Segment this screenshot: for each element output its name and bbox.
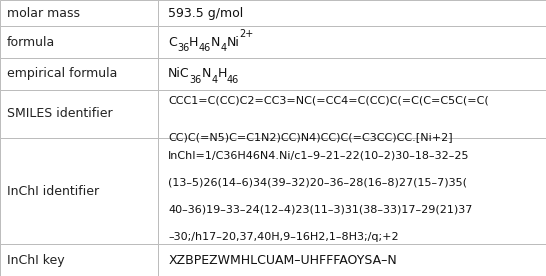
Text: CC)C(=N5)C=C1N2)CC)N4)CC)C(=C3CC)CC.[Ni+2]: CC)C(=N5)C=C1N2)CC)N4)CC)C(=C3CC)CC.[Ni+…: [168, 132, 453, 142]
Text: H: H: [217, 67, 227, 80]
Text: XZBPEZWMHLCUAM–UHFFFAOYSA–N: XZBPEZWMHLCUAM–UHFFFAOYSA–N: [168, 254, 397, 267]
Text: N: N: [202, 67, 211, 80]
Bar: [158, 138, 546, 244]
Text: InChI key: InChI key: [7, 254, 65, 267]
Text: 40–36)19–33–24(12–4)23(11–3)31(38–33)17–29(21)37: 40–36)19–33–24(12–4)23(11–3)31(38–33)17–…: [168, 205, 472, 214]
Text: empirical formula: empirical formula: [7, 67, 117, 80]
Text: 46: 46: [227, 75, 239, 85]
Text: 46: 46: [199, 43, 211, 54]
Bar: [0, 0, 158, 26]
Text: (13–5)26(14–6)34(39–32)20–36–28(16–8)27(15–7)35(: (13–5)26(14–6)34(39–32)20–36–28(16–8)27(…: [168, 178, 467, 188]
Text: 36: 36: [177, 43, 189, 54]
Text: Ni: Ni: [226, 36, 239, 49]
Text: InChI identifier: InChI identifier: [7, 185, 99, 198]
Text: 4: 4: [211, 75, 217, 85]
Bar: [158, 90, 546, 138]
Bar: [0, 90, 158, 138]
Text: –30;/h17–20,37,40H,9–16H2,1–8H3;/q;+2: –30;/h17–20,37,40H,9–16H2,1–8H3;/q;+2: [168, 232, 399, 242]
Text: formula: formula: [7, 36, 55, 49]
Bar: [158, 244, 546, 276]
Text: 36: 36: [190, 75, 202, 85]
Text: N: N: [211, 36, 220, 49]
Text: 2+: 2+: [239, 29, 253, 39]
Bar: [158, 0, 546, 26]
Text: 593.5 g/mol: 593.5 g/mol: [168, 7, 244, 20]
Text: 4: 4: [220, 43, 226, 54]
Bar: [158, 26, 546, 58]
Bar: [0, 58, 158, 90]
Text: SMILES identifier: SMILES identifier: [7, 107, 112, 120]
Bar: [158, 58, 546, 90]
Bar: [0, 138, 158, 244]
Text: H: H: [189, 36, 199, 49]
Text: InChI=1/C36H46N4.Ni/c1–9–21–22(10–2)30–18–32–25: InChI=1/C36H46N4.Ni/c1–9–21–22(10–2)30–1…: [168, 151, 470, 161]
Text: C: C: [168, 36, 177, 49]
Bar: [0, 26, 158, 58]
Text: molar mass: molar mass: [7, 7, 80, 20]
Bar: [0, 244, 158, 276]
Text: NiC: NiC: [168, 67, 190, 80]
Text: CCC1=C(CC)C2=CC3=NC(=CC4=C(CC)C(=C(C=C5C(=C(: CCC1=C(CC)C2=CC3=NC(=CC4=C(CC)C(=C(C=C5C…: [168, 95, 489, 105]
